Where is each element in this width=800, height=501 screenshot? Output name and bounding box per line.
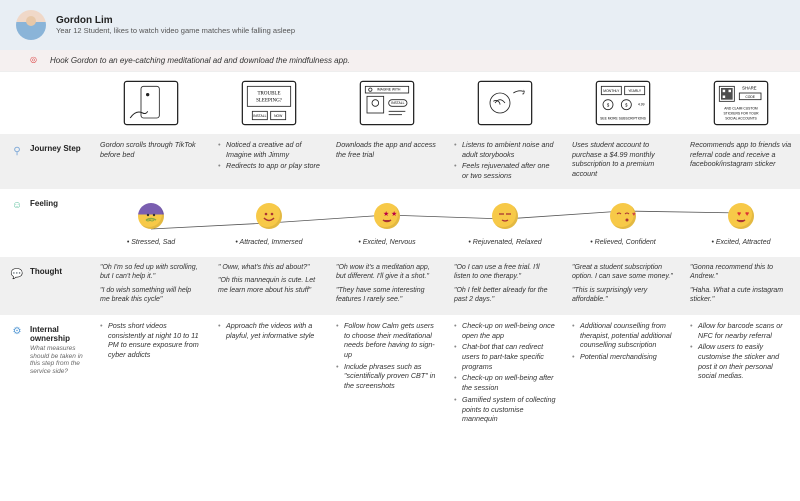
feel-4: • Rejuvenated, Relaxed bbox=[446, 189, 564, 257]
svg-text:TROUBLE: TROUBLE bbox=[257, 92, 280, 97]
svg-text:★: ★ bbox=[391, 210, 397, 218]
thought-2: " Oww, what's this ad about?""Oh this ma… bbox=[210, 257, 328, 315]
journey-6: Recommends app to friends via referral c… bbox=[682, 134, 800, 189]
storyboard-6: SHARE CODE AND CLAIM CUSTOMSTICKERS FOR YO… bbox=[682, 72, 800, 134]
storyboard-5: MONTHLYYEARLY$$4.99SEE MORE SUBSCRIPTION… bbox=[564, 72, 682, 134]
storyboard-4: ♪ bbox=[446, 72, 564, 134]
gear-icon: ⚙ bbox=[10, 325, 24, 339]
svg-text:INSTALL: INSTALL bbox=[391, 101, 404, 105]
persona-header: Gordon Lim Year 12 Student, likes to wat… bbox=[0, 0, 800, 50]
journey-3: Downloads the app and access the free tr… bbox=[328, 134, 446, 189]
svg-text:♥: ♥ bbox=[737, 211, 741, 218]
svg-text:★: ★ bbox=[383, 210, 389, 218]
feel-3: ★★ • Excited, Nervous bbox=[328, 189, 446, 257]
row-label-thought: 💬 Thought bbox=[0, 257, 92, 315]
journey-5: Uses student account to purchase a $4.99… bbox=[564, 134, 682, 189]
mask-icon: ☺ bbox=[10, 199, 24, 213]
thought-5: "Great a student subscription option. I … bbox=[564, 257, 682, 315]
svg-text:4.99: 4.99 bbox=[638, 103, 645, 107]
svg-text:NOW: NOW bbox=[274, 114, 283, 118]
storyboard-1 bbox=[92, 72, 210, 134]
svg-text:MONTHLY: MONTHLY bbox=[603, 89, 620, 93]
own-6: Allow for barcode scans or NFC for nearb… bbox=[682, 315, 800, 432]
svg-text:♥: ♥ bbox=[745, 211, 749, 218]
feel-6: ♥♥ • Excited, Attracted bbox=[682, 189, 800, 257]
thought-1: "Oh I'm so fed up with scrolling, but I … bbox=[92, 257, 210, 315]
pin-icon: ⚲ bbox=[10, 144, 24, 158]
persona-name: Gordon Lim bbox=[56, 15, 295, 26]
avatar bbox=[16, 10, 46, 40]
svg-text:AND CLAIM CUSTOM: AND CLAIM CUSTOM bbox=[724, 107, 758, 111]
goal-bar: Hook Gordon to an eye-catching meditatio… bbox=[0, 50, 800, 72]
own-3: Follow how Calm gets users to choose the… bbox=[328, 315, 446, 432]
svg-text:♥: ♥ bbox=[632, 212, 636, 218]
own-1: Posts short videos consistently at night… bbox=[92, 315, 210, 432]
emoji-worried bbox=[138, 203, 164, 229]
row-label-feeling: ☺ Feeling bbox=[0, 189, 92, 257]
feel-2: • Attracted, Immersed bbox=[210, 189, 328, 257]
thought-3: "Oh wow it's a meditation app, but diffe… bbox=[328, 257, 446, 315]
thought-6: "Gonna recommend this to Andrew.""Haha. … bbox=[682, 257, 800, 315]
svg-text:SLEEPING?: SLEEPING? bbox=[256, 98, 283, 103]
emoji-kiss: ♥ bbox=[610, 203, 636, 229]
thought-4: "Oo I can use a free trial. I'll listen … bbox=[446, 257, 564, 315]
storyboard-2: TROUBLESLEEPING? INSTALL NOW bbox=[210, 72, 328, 134]
own-5: Additional counselling from therapist, p… bbox=[564, 315, 682, 432]
row-label-blank bbox=[0, 72, 92, 134]
svg-text:IMAGINE WITH: IMAGINE WITH bbox=[377, 88, 401, 92]
own-2: Approach the videos with a playful, yet … bbox=[210, 315, 328, 432]
svg-text:YEARLY: YEARLY bbox=[628, 89, 642, 93]
row-label-ownership: ⚙ Internal ownership What measures shoul… bbox=[0, 315, 92, 432]
emoji-stars: ★★ bbox=[374, 203, 400, 229]
svg-text:CODE: CODE bbox=[745, 95, 755, 99]
row-label-journey: ⚲ Journey Step bbox=[0, 134, 92, 189]
goal-text: Hook Gordon to an eye-catching meditatio… bbox=[50, 56, 350, 65]
bubble-icon: 💬 bbox=[10, 267, 24, 281]
feel-5: ♥ • Relieved, Confident bbox=[564, 189, 682, 257]
journey-grid: TROUBLESLEEPING?INSTALLNOW IMAGINE WITHI… bbox=[0, 72, 800, 432]
feel-1: • Stressed, Sad bbox=[92, 189, 210, 257]
journey-1: Gordon scrolls through TikTok before bed bbox=[92, 134, 210, 189]
emoji-hearteyes: ♥♥ bbox=[728, 203, 754, 229]
svg-text:♪: ♪ bbox=[522, 87, 526, 97]
svg-text:SHARE: SHARE bbox=[742, 86, 757, 91]
svg-text:SOCIAL ACCOUNTS: SOCIAL ACCOUNTS bbox=[725, 117, 757, 121]
journey-4: Listens to ambient noise and adult story… bbox=[446, 134, 564, 189]
journey-2: Noticed a creative ad of Imagine with Ji… bbox=[210, 134, 328, 189]
persona-subtitle: Year 12 Student, likes to watch video ga… bbox=[56, 26, 295, 35]
emoji-content bbox=[492, 203, 518, 229]
svg-text:SEE MORE SUBSCRIPTIONS: SEE MORE SUBSCRIPTIONS bbox=[600, 117, 646, 121]
own-4: Check-up on well-being once open the app… bbox=[446, 315, 564, 432]
storyboard-3: IMAGINE WITH INSTALL bbox=[328, 72, 446, 134]
emoji-smile bbox=[256, 203, 282, 229]
svg-text:INSTALL: INSTALL bbox=[253, 114, 266, 118]
svg-text:STICKERS FOR YOUR: STICKERS FOR YOUR bbox=[723, 112, 759, 116]
